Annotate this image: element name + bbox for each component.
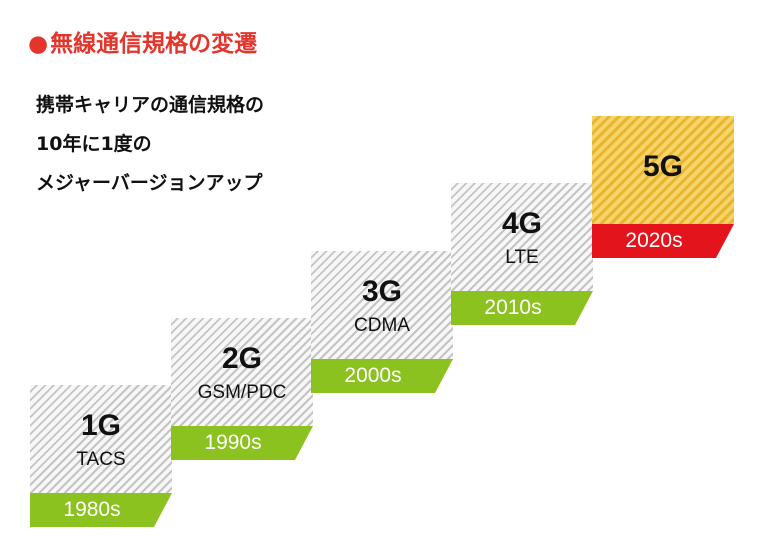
- era-band-shape: [30, 493, 172, 527]
- technology-label: GSM/PDC: [197, 382, 287, 403]
- generation-tile: 2G GSM/PDC: [171, 318, 313, 426]
- technology-label: LTE: [505, 247, 539, 268]
- generation-label: 1G: [80, 409, 122, 442]
- generation-label: 3G: [361, 275, 403, 308]
- technology-label: TACS: [76, 449, 126, 470]
- era-band: 1990s: [171, 426, 313, 460]
- era-band-shape: [592, 224, 734, 258]
- generation-label: 5G: [642, 150, 684, 183]
- era-band-shape: [311, 359, 453, 393]
- era-band: 2000s: [311, 359, 453, 393]
- generation-tile: 1G TACS: [30, 385, 172, 493]
- era-label: 1980s: [63, 498, 121, 521]
- generation-tile: 4G LTE: [451, 183, 593, 291]
- bullet-icon: ●: [28, 31, 49, 57]
- technology-label: CDMA: [354, 315, 410, 336]
- era-band: 1980s: [30, 493, 172, 527]
- era-label: 2000s: [344, 364, 402, 387]
- diagram-title: ●無線通信規格の変遷: [28, 24, 257, 58]
- era-band-shape: [451, 291, 593, 325]
- era-band-shape: [171, 426, 313, 460]
- era-band: 2020s: [592, 224, 734, 258]
- era-band: 2010s: [451, 291, 593, 325]
- era-label: 1990s: [204, 431, 262, 454]
- title-text: 無線通信規格の変遷: [50, 31, 258, 57]
- generation-label: 2G: [221, 342, 263, 375]
- intro-line-1: 携帯キャリアの通信規格の: [36, 94, 265, 116]
- generation-label: 4G: [501, 207, 543, 240]
- generation-tile: 5G: [592, 116, 734, 224]
- intro-line-3: メジャーバージョンアップ: [36, 172, 263, 194]
- era-label: 2020s: [625, 229, 683, 252]
- intro-text: 携帯キャリアの通信規格の 10年に1度の メジャーバージョンアップ: [36, 86, 264, 203]
- era-label: 2010s: [484, 296, 542, 319]
- intro-line-2: 10年に1度の: [36, 133, 152, 155]
- generation-tile: 3G CDMA: [311, 251, 453, 359]
